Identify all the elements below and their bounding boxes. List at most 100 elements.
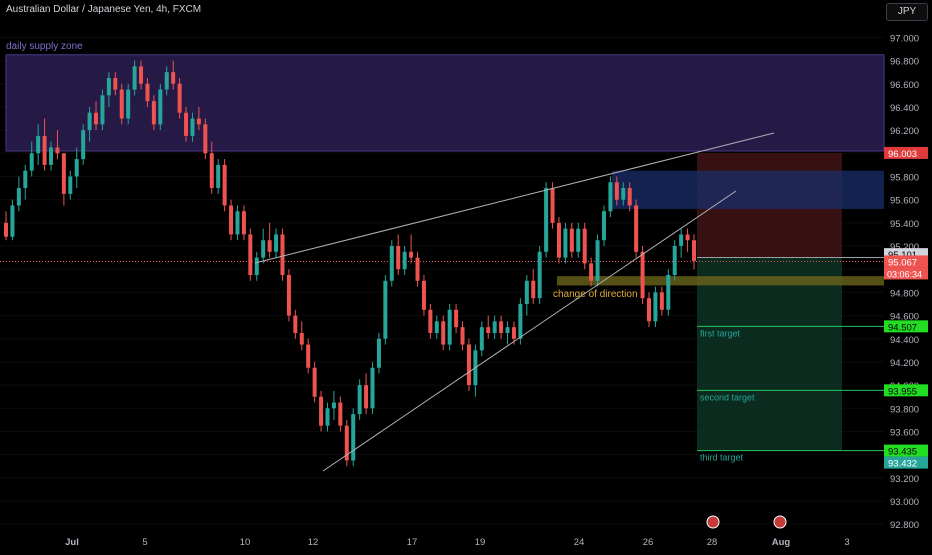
candle-body (351, 414, 356, 461)
price-tick-label: 95.600 (890, 196, 919, 207)
target1-price-tag (884, 320, 928, 333)
time-tick-label: Aug (772, 537, 791, 548)
candle-body (106, 77, 111, 96)
supply-zone-label: daily supply zone (6, 41, 83, 52)
candle-body (428, 309, 433, 333)
candle-body (87, 112, 92, 131)
candle-body (184, 112, 189, 136)
candle-body (370, 367, 375, 409)
candle-body (151, 101, 156, 125)
candle-body (171, 72, 176, 84)
candle-body (402, 251, 407, 270)
time-tick-label: 10 (240, 537, 251, 548)
candle-body (209, 153, 214, 189)
candle-body (640, 251, 645, 299)
candle-body (61, 153, 66, 194)
candle-body (196, 118, 201, 125)
candle-body (254, 257, 259, 275)
candle-body (267, 240, 272, 252)
candle-body (113, 77, 118, 90)
candle-body (614, 182, 619, 200)
candle-body (589, 263, 594, 281)
candle-body (280, 234, 285, 275)
candle-body (601, 211, 606, 241)
candle-body (364, 385, 369, 409)
time-tick-label: 12 (308, 537, 319, 548)
candle-body (537, 251, 542, 299)
candle-body (274, 234, 279, 252)
economic-event-icon[interactable] (706, 515, 720, 529)
candle-body (248, 234, 253, 275)
candle-body (145, 83, 150, 102)
candle-body (119, 89, 124, 119)
price-tick-label: 93.000 (890, 497, 919, 508)
candle-body (531, 280, 536, 299)
currency-selector[interactable]: JPY (886, 3, 928, 21)
price-tick-label: 97.000 (890, 33, 919, 44)
candle-body (518, 303, 523, 339)
candle-body (29, 153, 34, 171)
candle-body (286, 275, 291, 316)
change-direction-label: change of direction (553, 289, 638, 300)
candle-body (415, 257, 420, 281)
time-tick-label: 24 (574, 537, 585, 548)
target3-alt-text: 93.432 (888, 459, 917, 470)
price-tick-label: 94.800 (890, 288, 919, 299)
last-price-tag (884, 255, 928, 268)
target3-price-tag-text: 93.435 (888, 447, 917, 458)
candle-body (582, 228, 587, 264)
upper-trendline[interactable] (254, 132, 775, 264)
candle-body (569, 228, 574, 252)
candle-body (544, 188, 549, 252)
candle-body (383, 280, 388, 339)
candle-body (42, 135, 47, 165)
candle-body (81, 130, 86, 160)
candle-body (177, 83, 182, 113)
candle-body (376, 338, 381, 368)
candle-body (396, 246, 401, 270)
candle-body (595, 240, 600, 281)
economic-event-icon[interactable] (773, 515, 787, 529)
candle-body (576, 228, 581, 252)
lower-trendline[interactable] (322, 190, 737, 472)
time-tick-label: 17 (407, 537, 418, 548)
supply-zone (5, 54, 885, 152)
candle-body (454, 309, 459, 328)
candle-body (679, 234, 684, 247)
candle-body (203, 124, 208, 154)
candle-body (492, 321, 497, 333)
candle-body (94, 112, 99, 125)
candle-body (164, 72, 169, 90)
candle-body (222, 164, 227, 206)
price-tick-label: 95.800 (890, 172, 919, 183)
symbol-title: Australian Dollar / Japanese Yen, 4h, FX… (6, 4, 202, 15)
candle-body (16, 188, 21, 206)
candle-body (511, 327, 516, 339)
candle-body (479, 327, 484, 351)
candle-body (299, 332, 304, 345)
candle-body (646, 298, 651, 322)
candle-body (627, 188, 632, 206)
candle-body (460, 327, 465, 345)
price-tick-label: 92.800 (890, 520, 919, 531)
candle-body (653, 292, 658, 322)
countdown-text: 03:06:34 (887, 269, 922, 279)
last-price-tag-text: 95.067 (888, 257, 917, 268)
candle-body (158, 89, 163, 125)
target3-price-tag (884, 444, 928, 457)
target-label-2: second target (700, 392, 755, 402)
target1-price-tag-text: 94.507 (888, 322, 917, 333)
price-tick-label: 96.600 (890, 80, 919, 91)
time-tick-label: 26 (643, 537, 654, 548)
candle-body (685, 234, 690, 241)
take-profit-zone (697, 257, 842, 451)
candle-body (621, 188, 626, 200)
candle-body (505, 327, 510, 333)
candle-body (434, 321, 439, 333)
stop-price-tag-text: 96.003 (888, 149, 917, 160)
candle-body (486, 327, 491, 333)
candle-body (261, 240, 266, 258)
candle-body (325, 408, 330, 426)
